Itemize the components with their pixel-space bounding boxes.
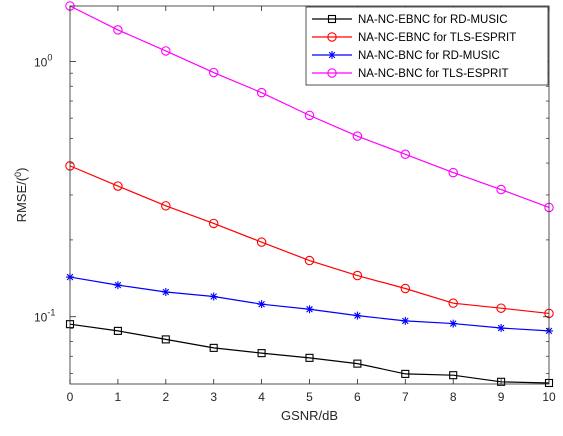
series-1-point — [497, 377, 506, 386]
series-2-point — [304, 255, 315, 266]
series-4-point — [304, 110, 315, 121]
y-axis-label-close: ) — [14, 168, 29, 172]
series-4-point — [448, 167, 458, 178]
y-tick-label-exponent: 0 — [47, 53, 52, 63]
series-4-line — [69, 5, 550, 209]
series-1-point — [161, 335, 170, 344]
legend-label: NA-NC-EBNC for TLS-ESPRIT — [358, 32, 516, 44]
series-1-point — [449, 371, 458, 380]
y-tick-label-exponent: -1 — [47, 308, 55, 318]
legend-swatch-marker — [327, 14, 337, 24]
series-3-point — [449, 319, 458, 328]
series-2-point — [113, 181, 123, 191]
x-tick-label: 6 — [354, 390, 361, 404]
legend-swatch-marker — [327, 32, 337, 42]
series-4-point — [161, 46, 171, 56]
y-tick-label: 10-1 — [34, 308, 55, 325]
series-2-line — [69, 165, 550, 315]
x-tick-label: 8 — [450, 390, 457, 404]
y-axis-label-text: RMSE/( — [14, 176, 29, 222]
series-3-point — [401, 316, 410, 325]
legend-entry-2: NA-NC-EBNC for TLS-ESPRIT — [312, 32, 516, 44]
series-2-point — [352, 270, 363, 281]
series-4-point — [113, 25, 123, 35]
series-1-point — [305, 353, 314, 362]
y-tick-label-base: 10 — [34, 311, 48, 325]
x-tick-label: 2 — [162, 390, 169, 404]
series-1-point — [209, 343, 218, 352]
series-1-point — [113, 326, 122, 335]
series-3-point — [209, 292, 218, 301]
legend-label: NA-NC-BNC for RD-MUSIC — [358, 50, 500, 62]
series-2-point — [161, 201, 171, 211]
series-4-point — [400, 149, 411, 160]
series-1-point — [257, 349, 266, 358]
y-axis-label-superscript: 0 — [13, 172, 23, 177]
series-2-point — [400, 283, 411, 294]
series-3-point — [353, 311, 362, 320]
series-layer — [65, 1, 554, 388]
legend-entry-4: NA-NC-BNC for TLS-ESPRIT — [312, 68, 509, 80]
x-tick-label: 4 — [258, 390, 265, 404]
x-tick-label: 1 — [115, 390, 122, 404]
legend: NA-NC-EBNC for RD-MUSIC NA-NC-EBNC for TL… — [305, 6, 549, 86]
x-tick-label: 7 — [402, 390, 409, 404]
series-2 — [65, 161, 554, 319]
series-2-point — [496, 303, 506, 313]
x-tick-label: 5 — [306, 390, 313, 404]
series-1 — [65, 320, 554, 388]
series-3-point — [497, 324, 506, 333]
x-axis-label: GSNR/dB — [281, 408, 338, 423]
x-tick-label: 9 — [498, 390, 505, 404]
series-4-point — [352, 131, 363, 141]
series-3-point — [161, 287, 170, 296]
series-1-point — [401, 369, 410, 378]
series-4-point — [256, 87, 267, 98]
series-3-point — [113, 281, 122, 290]
series-1-line — [69, 323, 550, 384]
series-4-point — [208, 67, 219, 78]
x-tick-label: 3 — [210, 390, 217, 404]
series-4-point — [496, 184, 506, 195]
series-2-point — [208, 218, 219, 229]
legend-entry-1: NA-NC-EBNC for RD-MUSIC — [312, 14, 508, 26]
legend-label: NA-NC-EBNC for RD-MUSIC — [358, 14, 508, 26]
series-1-point — [353, 359, 362, 368]
legend-entry-3: NA-NC-BNC for RD-MUSIC — [312, 50, 500, 62]
series-2-point — [448, 298, 458, 308]
y-tick-label-base: 10 — [34, 56, 48, 70]
series-3-point — [257, 300, 266, 309]
legend-swatch-marker — [327, 68, 337, 78]
series-2-point — [256, 237, 267, 247]
x-tick-label: 10 — [542, 390, 556, 404]
y-axis-label: RMSE/(0) — [13, 168, 29, 223]
legend-box — [305, 6, 549, 86]
y-tick-label: 100 — [34, 53, 52, 70]
legend-swatch-marker — [328, 51, 336, 59]
series-3-point — [305, 305, 314, 314]
x-tick-label: 0 — [67, 390, 74, 404]
legend-label: NA-NC-BNC for TLS-ESPRIT — [358, 68, 509, 80]
